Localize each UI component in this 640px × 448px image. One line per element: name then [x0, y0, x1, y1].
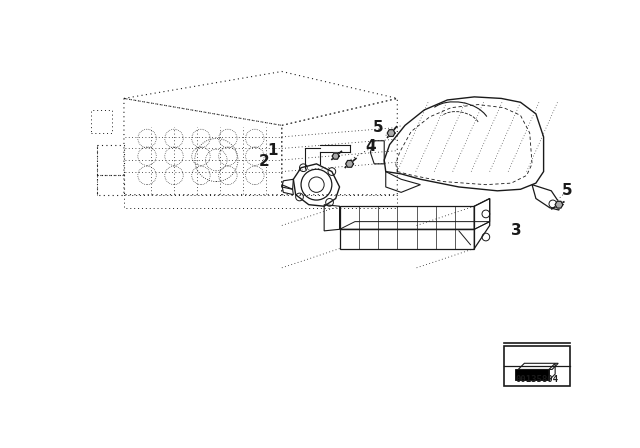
Text: 1: 1 [268, 143, 278, 158]
Text: 5: 5 [561, 183, 572, 198]
Text: 00135804: 00135804 [515, 375, 558, 384]
Polygon shape [346, 160, 353, 167]
Bar [504, 346, 570, 386]
Text: 3: 3 [511, 224, 522, 238]
Text: 4: 4 [365, 139, 376, 154]
Text: 2: 2 [259, 154, 269, 169]
Polygon shape [555, 201, 563, 208]
Text: 5: 5 [372, 120, 383, 135]
Polygon shape [515, 370, 549, 380]
Polygon shape [387, 130, 395, 137]
Polygon shape [332, 153, 339, 159]
